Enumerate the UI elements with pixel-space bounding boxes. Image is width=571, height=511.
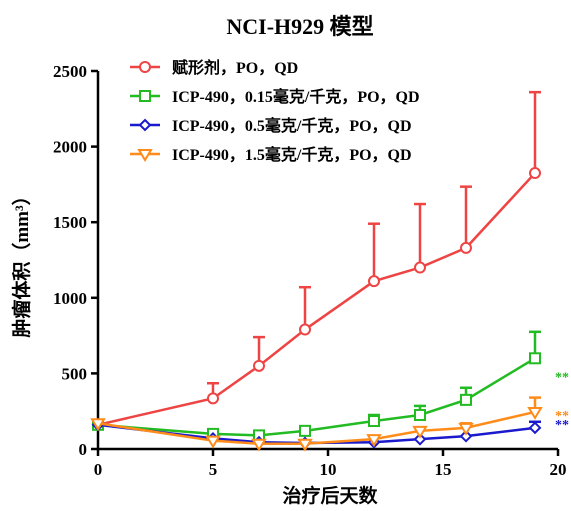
data-point xyxy=(414,408,426,421)
data-point xyxy=(460,241,472,254)
series-2: ** xyxy=(92,330,569,442)
legend-label: ICP-490，0.5毫克/千克，PO，QD xyxy=(172,116,412,135)
data-point xyxy=(297,438,313,452)
legend: 赋形剂，PO，QD ICP-490，0.15毫克/千克，PO，QD ICP-490，… xyxy=(130,58,420,164)
x-tick-label: 0 xyxy=(94,460,103,479)
series-1 xyxy=(92,90,541,431)
data-point xyxy=(299,424,311,437)
legend-item-2: ICP-490，0.15毫克/千克，PO，QD xyxy=(130,87,420,106)
significance-label: ** xyxy=(555,409,569,424)
data-point xyxy=(460,393,472,406)
significance-label: ** xyxy=(555,418,569,433)
legend-item-4: ICP-490，1.5毫克/千克，PO，QD xyxy=(130,145,412,164)
x-tick-label: 5 xyxy=(209,460,218,479)
data-point xyxy=(366,434,382,448)
data-point xyxy=(528,421,542,435)
legend-marker xyxy=(137,149,153,162)
x-tick-label: 15 xyxy=(435,460,452,479)
axes: 0 500 1000 1500 2000 2500 0 5 10 15 20 xyxy=(53,62,567,479)
data-point xyxy=(90,418,106,432)
data-point xyxy=(251,438,267,452)
legend-label: ICP-490，0.15毫克/千克，PO，QD xyxy=(172,87,420,106)
data-point xyxy=(205,435,221,449)
data-point xyxy=(368,275,380,288)
data-point xyxy=(299,323,311,336)
data-point xyxy=(458,422,474,436)
data-point xyxy=(529,352,541,365)
y-tick-label: 500 xyxy=(62,364,88,383)
data-point xyxy=(529,167,541,180)
data-point xyxy=(413,432,427,446)
series-layer: ****** xyxy=(90,90,569,452)
legend-item-1: 赋形剂，PO，QD xyxy=(130,58,298,77)
y-tick-label: 2500 xyxy=(53,62,87,81)
significance-label: ** xyxy=(555,370,569,385)
y-axis-label: 肿瘤体积（mm³） xyxy=(10,186,33,337)
y-tick-label: 2000 xyxy=(53,138,87,157)
legend-label: 赋形剂，PO，QD xyxy=(172,58,298,77)
series-4: ** xyxy=(90,396,569,452)
legend-marker xyxy=(139,61,151,73)
legend-item-3: ICP-490，0.5毫克/千克，PO，QD xyxy=(130,116,412,135)
legend-label: ICP-490，1.5毫克/千克，PO，QD xyxy=(172,145,412,164)
legend-marker xyxy=(139,90,151,102)
data-point xyxy=(459,429,473,443)
y-tick-label: 1000 xyxy=(53,289,87,308)
chart-title: NCI-H929 模型 xyxy=(226,14,373,39)
legend-marker xyxy=(138,118,152,132)
data-point xyxy=(527,406,543,420)
x-axis-label: 治疗后天数 xyxy=(282,484,378,507)
series-line xyxy=(97,357,536,437)
x-tick-label: 20 xyxy=(550,460,567,479)
y-tick-label: 1500 xyxy=(53,213,87,232)
data-point xyxy=(207,392,219,405)
x-tick-label: 10 xyxy=(320,460,337,479)
y-tick-label: 0 xyxy=(79,440,88,459)
series-line xyxy=(97,410,536,445)
data-point xyxy=(253,359,265,372)
data-point xyxy=(368,415,380,428)
data-point xyxy=(412,425,428,439)
data-point xyxy=(414,261,426,274)
series-line xyxy=(97,172,536,427)
